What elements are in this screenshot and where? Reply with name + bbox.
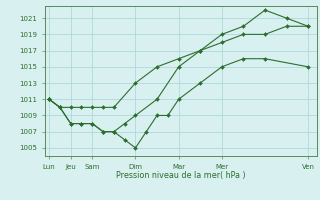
X-axis label: Pression niveau de la mer( hPa ): Pression niveau de la mer( hPa ) xyxy=(116,171,246,180)
